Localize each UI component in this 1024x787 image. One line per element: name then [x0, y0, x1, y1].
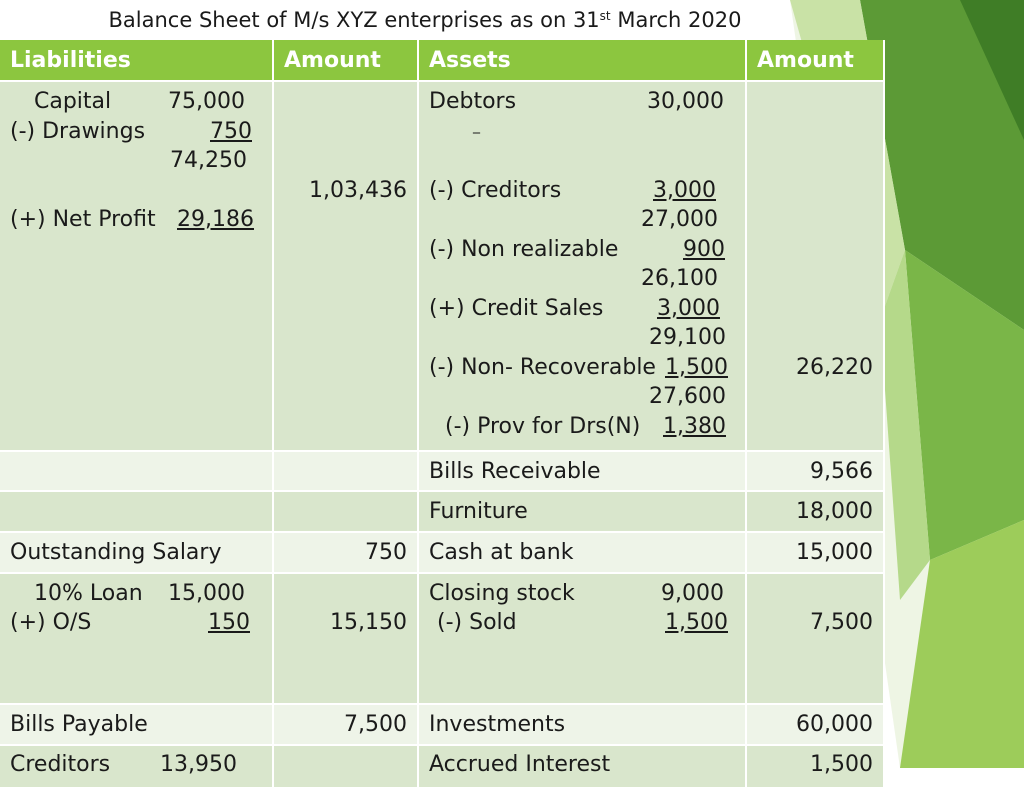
bills-receivable-label: Bills Receivable	[418, 450, 747, 491]
creditors-cell: Creditors 13,950	[0, 744, 274, 787]
loan-label: 10% Loan	[34, 581, 143, 606]
capital-cell: Capital 75,000 (-) Drawings 750 74,250 (…	[0, 80, 274, 451]
debtors-value: 30,000	[647, 89, 724, 114]
table-header-row: Liabilities Amount Assets Amount	[0, 40, 885, 81]
table-row-bills-payable: Bills Payable 7,500 Investments 60,000	[0, 703, 885, 745]
debtors-sub2: 26,100	[641, 266, 718, 291]
header-amount-liabilities: Amount	[273, 40, 419, 81]
header-assets: Assets	[418, 40, 747, 81]
accrued-interest-amount: 1,500	[810, 752, 873, 777]
creditors-label: Creditors	[10, 752, 111, 777]
loan-value: 15,000	[168, 581, 245, 606]
loan-os-label: (+) O/S	[10, 610, 92, 635]
closing-stock-cell: Closing stock 9,000 (-) Sold 1,500	[418, 572, 747, 704]
debtors-dash: _	[473, 118, 480, 134]
capital-amount-cell: 1,03,436	[273, 80, 419, 451]
title-main: Balance Sheet of M/s XYZ enterprises as …	[108, 8, 600, 32]
debtors-amount-cell: 26,220	[746, 80, 885, 451]
debtors-label: Debtors	[429, 89, 517, 114]
title-superscript: st	[599, 9, 611, 23]
loan-amount-cell: 15,150	[273, 572, 419, 704]
credit-sales-label: (+) Credit Sales	[429, 296, 604, 321]
empty-cell	[0, 490, 274, 532]
table-row-salary: Outstanding Salary 750 Cash at bank 15,0…	[0, 531, 885, 573]
closing-stock-amount: 7,500	[810, 610, 873, 635]
loan-os-value: 150	[208, 610, 250, 635]
outstanding-salary-label: Outstanding Salary	[0, 531, 274, 573]
capital-value: 75,000	[168, 89, 245, 114]
debtors-sub4: 27,600	[649, 384, 726, 409]
drawings-value: 750	[210, 119, 252, 144]
creditors-deduction-value: 3,000	[653, 178, 716, 203]
page-title: Balance Sheet of M/s XYZ enterprises as …	[0, 8, 850, 32]
accrued-interest-cell: Accrued Interest	[418, 744, 747, 787]
table-row-bills-receivable: Bills Receivable 9,566	[0, 450, 885, 491]
header-amount-assets: Amount	[746, 40, 885, 81]
investments-label: Investments	[418, 703, 747, 745]
closing-stock-value: 9,000	[661, 581, 724, 606]
loan-amount: 15,150	[330, 610, 407, 635]
closing-stock-label: Closing stock	[429, 581, 575, 606]
balance-sheet-table: Liabilities Amount Assets Amount Capital…	[0, 40, 885, 787]
non-realizable-label: (-) Non realizable	[429, 237, 619, 262]
table-row-furniture: Furniture 18,000	[0, 490, 885, 532]
debtors-cell: Debtors 30,000 _ (-) Creditors 3,000 27,…	[418, 80, 747, 451]
capital-subtotal: 74,250	[170, 148, 247, 173]
header-liabilities: Liabilities	[0, 40, 274, 81]
net-profit-label: (+) Net Profit	[10, 207, 156, 232]
empty-cell	[273, 744, 419, 787]
empty-cell	[0, 450, 274, 491]
non-realizable-value: 900	[683, 237, 725, 262]
closing-stock-amount-cell: 7,500	[746, 572, 885, 704]
debtors-sub1: 27,000	[641, 207, 718, 232]
empty-cell	[273, 450, 419, 491]
stock-sold-label: (-) Sold	[437, 610, 517, 635]
non-recoverable-value: 1,500	[665, 355, 728, 380]
outstanding-salary-amount: 750	[273, 531, 419, 573]
accrued-interest-amount-cell: 1,500	[746, 744, 885, 787]
cash-at-bank-label: Cash at bank	[418, 531, 747, 573]
stock-sold-value: 1,500	[665, 610, 728, 635]
loan-cell: 10% Loan 15,000 (+) O/S 150	[0, 572, 274, 704]
bills-receivable-amount: 9,566	[746, 450, 885, 491]
bills-payable-label: Bills Payable	[0, 703, 274, 745]
creditors-deduction-label: (-) Creditors	[429, 178, 562, 203]
accrued-interest-label: Accrued Interest	[429, 752, 611, 777]
debtors-amount: 26,220	[796, 355, 873, 380]
furniture-label: Furniture	[418, 490, 747, 532]
title-tail: March 2020	[617, 8, 742, 32]
investments-amount: 60,000	[746, 703, 885, 745]
debtors-sub3: 29,100	[649, 325, 726, 350]
furniture-amount: 18,000	[746, 490, 885, 532]
capital-amount: 1,03,436	[309, 178, 407, 203]
empty-cell	[273, 490, 419, 532]
prov-doubtful-label: (-) Prov for Drs(N)	[445, 414, 641, 439]
cash-at-bank-amount: 15,000	[746, 531, 885, 573]
bills-payable-amount: 7,500	[273, 703, 419, 745]
table-row-creditors: Creditors 13,950 Accrued Interest 1,500	[0, 744, 885, 787]
creditors-value: 13,950	[160, 752, 237, 777]
table-row-capital: Capital 75,000 (-) Drawings 750 74,250 (…	[0, 80, 885, 451]
capital-label: Capital	[34, 89, 112, 114]
prov-doubtful-value: 1,380	[663, 414, 726, 439]
drawings-label: (-) Drawings	[10, 119, 146, 144]
credit-sales-value: 3,000	[657, 296, 720, 321]
non-recoverable-label: (-) Non- Recoverable	[429, 355, 656, 380]
net-profit-value: 29,186	[177, 207, 254, 232]
table-row-loan: 10% Loan 15,000 (+) O/S 150 15,150 Closi…	[0, 572, 885, 704]
